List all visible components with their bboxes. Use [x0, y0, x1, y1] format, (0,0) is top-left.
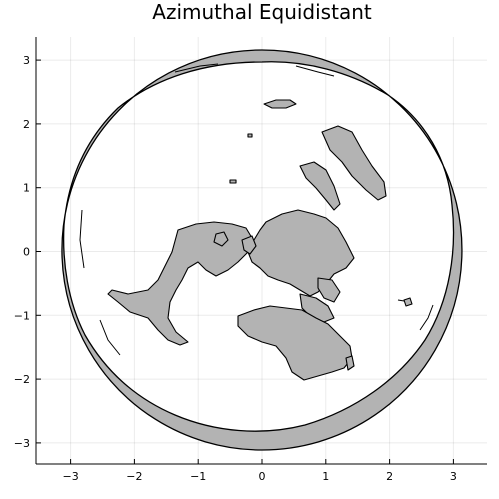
land-eurasia [247, 209, 355, 297]
chart-title: Azimuthal Equidistant [152, 0, 372, 24]
land-north-america [107, 221, 253, 346]
x-tick-label: −2 [126, 470, 142, 483]
land-australia [263, 99, 297, 109]
y-tick-label: −3 [14, 437, 30, 450]
land-india [317, 277, 341, 303]
x-tick-label: −3 [62, 470, 78, 483]
y-tick-label: −2 [14, 373, 30, 386]
x-tick-label: −1 [190, 470, 206, 483]
antarctica-coast-detail [79, 63, 434, 356]
land-africa [237, 305, 353, 381]
land-arctic-islands [299, 161, 341, 211]
land-small-islands [229, 133, 413, 307]
y-tick-label: −1 [14, 309, 30, 322]
land-madagascar [345, 355, 355, 371]
y-axis-ticks: −3 −2 −1 0 1 2 3 [14, 54, 41, 450]
antarctica-ring [61, 49, 463, 451]
x-axis-ticks: −3 −2 −1 0 1 2 3 [62, 459, 457, 483]
x-tick-label: 2 [386, 470, 393, 483]
y-tick-label: 2 [23, 118, 30, 131]
y-tick-label: 0 [23, 246, 30, 259]
y-tick-label: 3 [23, 54, 30, 67]
x-tick-label: 1 [322, 470, 329, 483]
map-area [61, 49, 463, 451]
y-tick-label: 1 [23, 182, 30, 195]
land-arabia [299, 293, 335, 323]
land-british-isles [241, 235, 257, 255]
land-japan [213, 231, 229, 247]
land-greenland [321, 125, 387, 201]
x-tick-label: 3 [450, 470, 457, 483]
x-tick-label: 0 [259, 470, 266, 483]
